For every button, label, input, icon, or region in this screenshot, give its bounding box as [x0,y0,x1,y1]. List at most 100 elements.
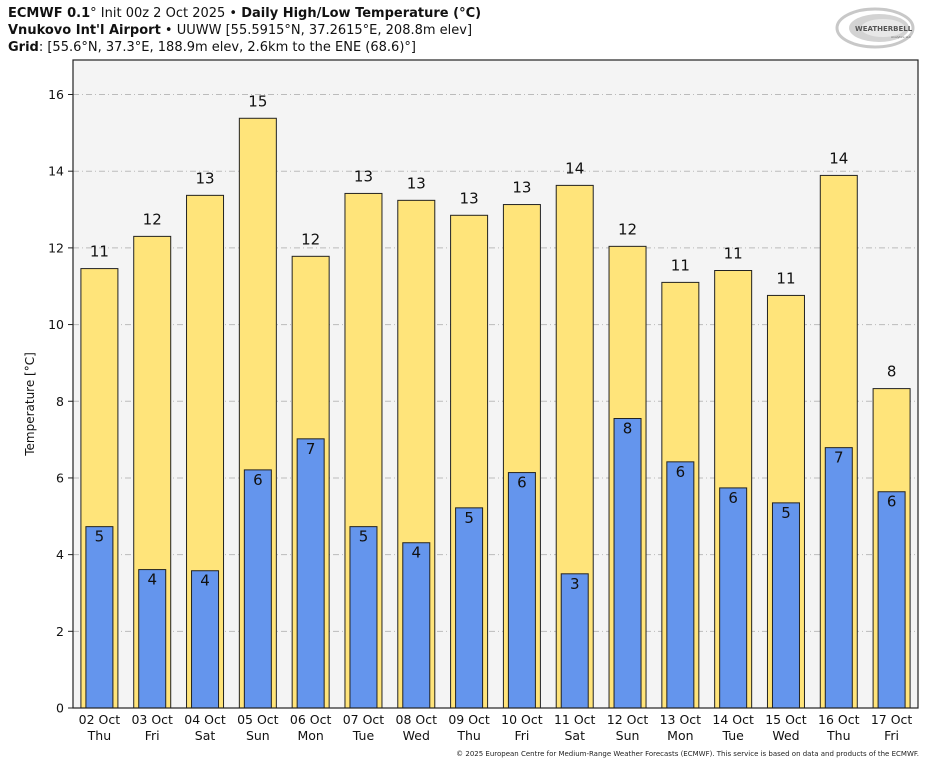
low-temp-label: 5 [781,504,791,522]
high-temp-label: 11 [776,269,795,287]
low-temp-label: 7 [306,440,316,458]
y-tick-label: 2 [56,624,64,639]
high-temp-label: 11 [671,256,690,274]
weatherbell-logo: WEATHERBELL Analytics LLC [835,7,915,49]
high-temp-label: 8 [887,363,897,381]
high-temp-bar [291,255,330,709]
low-temp-label: 5 [359,528,369,546]
low-temp-bar [666,461,695,709]
x-tick-weekday: Mon [667,728,693,743]
x-tick-date: 04 Oct [184,712,226,727]
low-temp-bar [824,447,853,709]
high-temp-label: 12 [143,210,162,228]
bars [80,117,911,709]
y-tick-label: 12 [48,240,64,255]
high-temp-bar [80,268,119,709]
high-temp-label: 12 [301,230,320,248]
x-tick-weekday: Sun [616,728,640,743]
x-tick-date: 02 Oct [79,712,121,727]
low-temp-bar [560,573,589,709]
low-temp-label: 4 [412,544,422,562]
x-tick-weekday: Mon [297,728,323,743]
grid-info: : [55.6°N, 37.3°E, 188.9m elev, 2.6km to… [38,40,416,55]
chart-title: Daily High/Low Temperature (°C) [241,6,482,21]
low-temp-bar [402,542,431,709]
x-tick-date: 14 Oct [712,712,754,727]
x-tick-weekday: Thu [456,728,480,743]
high-temp-label: 12 [618,220,637,238]
low-temp-bar [613,418,642,709]
y-tick-label: 10 [48,317,64,332]
low-temp-label: 6 [676,463,686,481]
copyright-footer: © 2025 European Centre for Medium-Range … [456,750,919,758]
low-temp-bar [296,438,325,709]
low-temp-label: 6 [887,493,897,511]
x-tick-date: 13 Oct [660,712,702,727]
low-temp-label: 6 [517,474,527,492]
x-tick-weekday: Fri [884,728,899,743]
x-tick-date: 10 Oct [501,712,543,727]
x-tick-weekday: Sat [564,728,585,743]
x-tick-weekday: Wed [403,728,430,743]
high-temp-label: 13 [460,189,479,207]
x-tick-date: 06 Oct [290,712,332,727]
y-tick-label: 6 [56,470,64,485]
high-temp-bar [766,294,805,709]
high-temp-bar [133,235,172,709]
x-tick-date: 17 Oct [871,712,913,727]
high-temp-label: 13 [512,179,531,197]
station-line: Vnukovo Int'l Airport • UUWW [55.5915°N,… [8,22,472,39]
x-tick-date: 12 Oct [607,712,649,727]
low-temp-bar [455,507,484,709]
y-tick-label: 0 [56,701,64,716]
x-tick-weekday: Tue [721,728,744,743]
low-temp-bar [138,569,167,709]
model-name: ECMWF 0.1 [8,6,91,21]
x-tick-date: 05 Oct [237,712,279,727]
gridlines [73,94,918,632]
degree-sign: ° [90,6,97,21]
station-info: • UUWW [55.5915°N, 37.2615°E, 208.8m ele… [160,23,473,38]
x-tick-date: 03 Oct [131,712,173,727]
high-temp-label: 15 [248,92,267,110]
y-axis: 0 2 4 6 8 10 12 14 16 [48,87,73,716]
plot-area [73,60,918,708]
y-tick-label: 16 [48,87,64,102]
logo-text: WEATHERBELL [855,25,913,33]
high-temp-bar [502,204,541,709]
low-temp-bar [85,526,114,709]
x-tick-date: 11 Oct [554,712,596,727]
y-tick-label: 4 [56,547,64,562]
x-tick-weekday: Thu [87,728,111,743]
station-name: Vnukovo Int'l Airport [8,23,161,38]
low-temp-bar [507,472,536,709]
high-temp-bar [397,199,436,709]
low-temp-bar [877,491,906,709]
low-temp-bar [771,502,800,709]
low-temp-label: 6 [253,471,263,489]
x-tick-date: 09 Oct [448,712,490,727]
low-temp-label: 3 [570,575,580,593]
low-temp-label: 7 [834,449,844,467]
low-temp-label: 4 [147,571,157,589]
low-temp-bar [243,469,272,709]
high-temp-label: 14 [565,159,584,177]
high-temp-label: 11 [724,245,743,263]
plot-frame [72,59,919,709]
logo-subtext: Analytics LLC [891,35,911,39]
x-tick-weekday: Thu [826,728,850,743]
high-temp-bar [714,270,753,709]
low-temp-bar [349,526,378,709]
high-temp-bar [238,117,277,709]
high-temp-bar [608,245,647,709]
x-tick-weekday: Sun [246,728,270,743]
high-temp-bar [819,174,858,709]
x-tick-weekday: Sat [195,728,216,743]
y-tick-label: 14 [48,164,64,179]
high-temp-bar [186,194,225,709]
y-tick-label: 8 [56,394,64,409]
grid-label: Grid [8,40,39,55]
x-tick-date: 15 Oct [765,712,807,727]
